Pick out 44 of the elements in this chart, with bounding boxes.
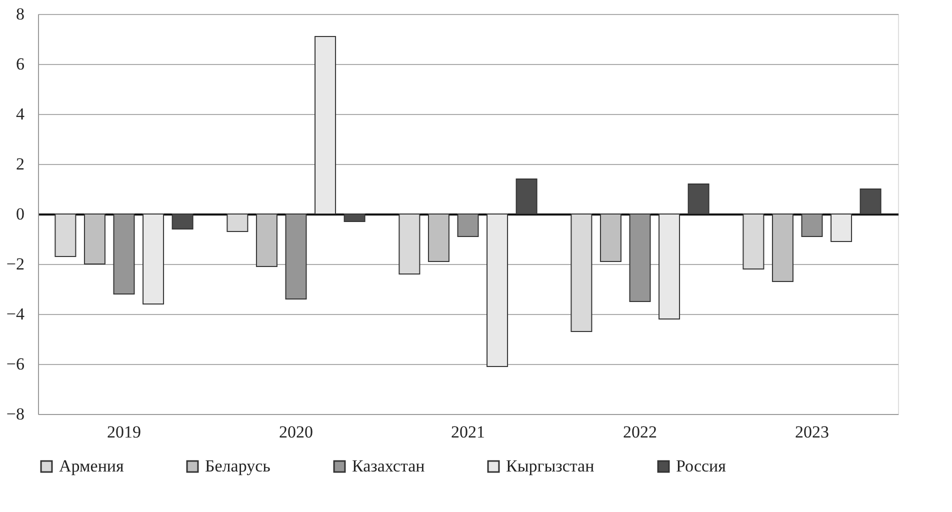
bar [600, 214, 622, 262]
legend-label: Россия [676, 456, 726, 476]
bar [172, 214, 194, 230]
bar [314, 36, 336, 214]
y-tick-label: −8 [6, 404, 24, 424]
bar [570, 214, 592, 332]
bar [113, 214, 135, 294]
legend-label: Кыргызстан [506, 456, 594, 476]
x-tick-label: 2020 [279, 422, 313, 442]
y-tick-label: −2 [6, 254, 24, 274]
bar [658, 214, 680, 320]
x-tick-label: 2019 [107, 422, 141, 442]
y-tick-label: −4 [6, 304, 25, 324]
y-tick-label: −6 [6, 354, 24, 374]
bar [398, 214, 420, 274]
x-tick-label: 2023 [795, 422, 829, 442]
legend-label: Армения [59, 456, 124, 476]
bar [256, 214, 278, 267]
y-tick-label: 2 [16, 154, 24, 174]
bar [84, 214, 106, 264]
bar [742, 214, 764, 270]
bar [516, 178, 538, 214]
bar [830, 214, 852, 242]
bar [486, 214, 508, 367]
bar [801, 214, 823, 237]
y-tick-label: 0 [16, 204, 24, 224]
x-tick-label: 2022 [623, 422, 657, 442]
legend-label: Беларусь [205, 456, 271, 476]
bar [226, 214, 248, 232]
bar [54, 214, 76, 257]
bar [629, 214, 651, 302]
bar [457, 214, 479, 237]
bar [772, 214, 794, 282]
y-tick-label: 4 [16, 104, 25, 124]
bar [688, 184, 710, 214]
legend-label: Казахстан [352, 456, 425, 476]
y-tick-label: 8 [16, 4, 24, 24]
bar [860, 188, 882, 214]
bar [142, 214, 164, 304]
bar [344, 214, 366, 222]
bar [285, 214, 307, 300]
y-tick-label: 6 [16, 54, 24, 74]
x-tick-label: 2021 [451, 422, 485, 442]
bar [428, 214, 450, 262]
